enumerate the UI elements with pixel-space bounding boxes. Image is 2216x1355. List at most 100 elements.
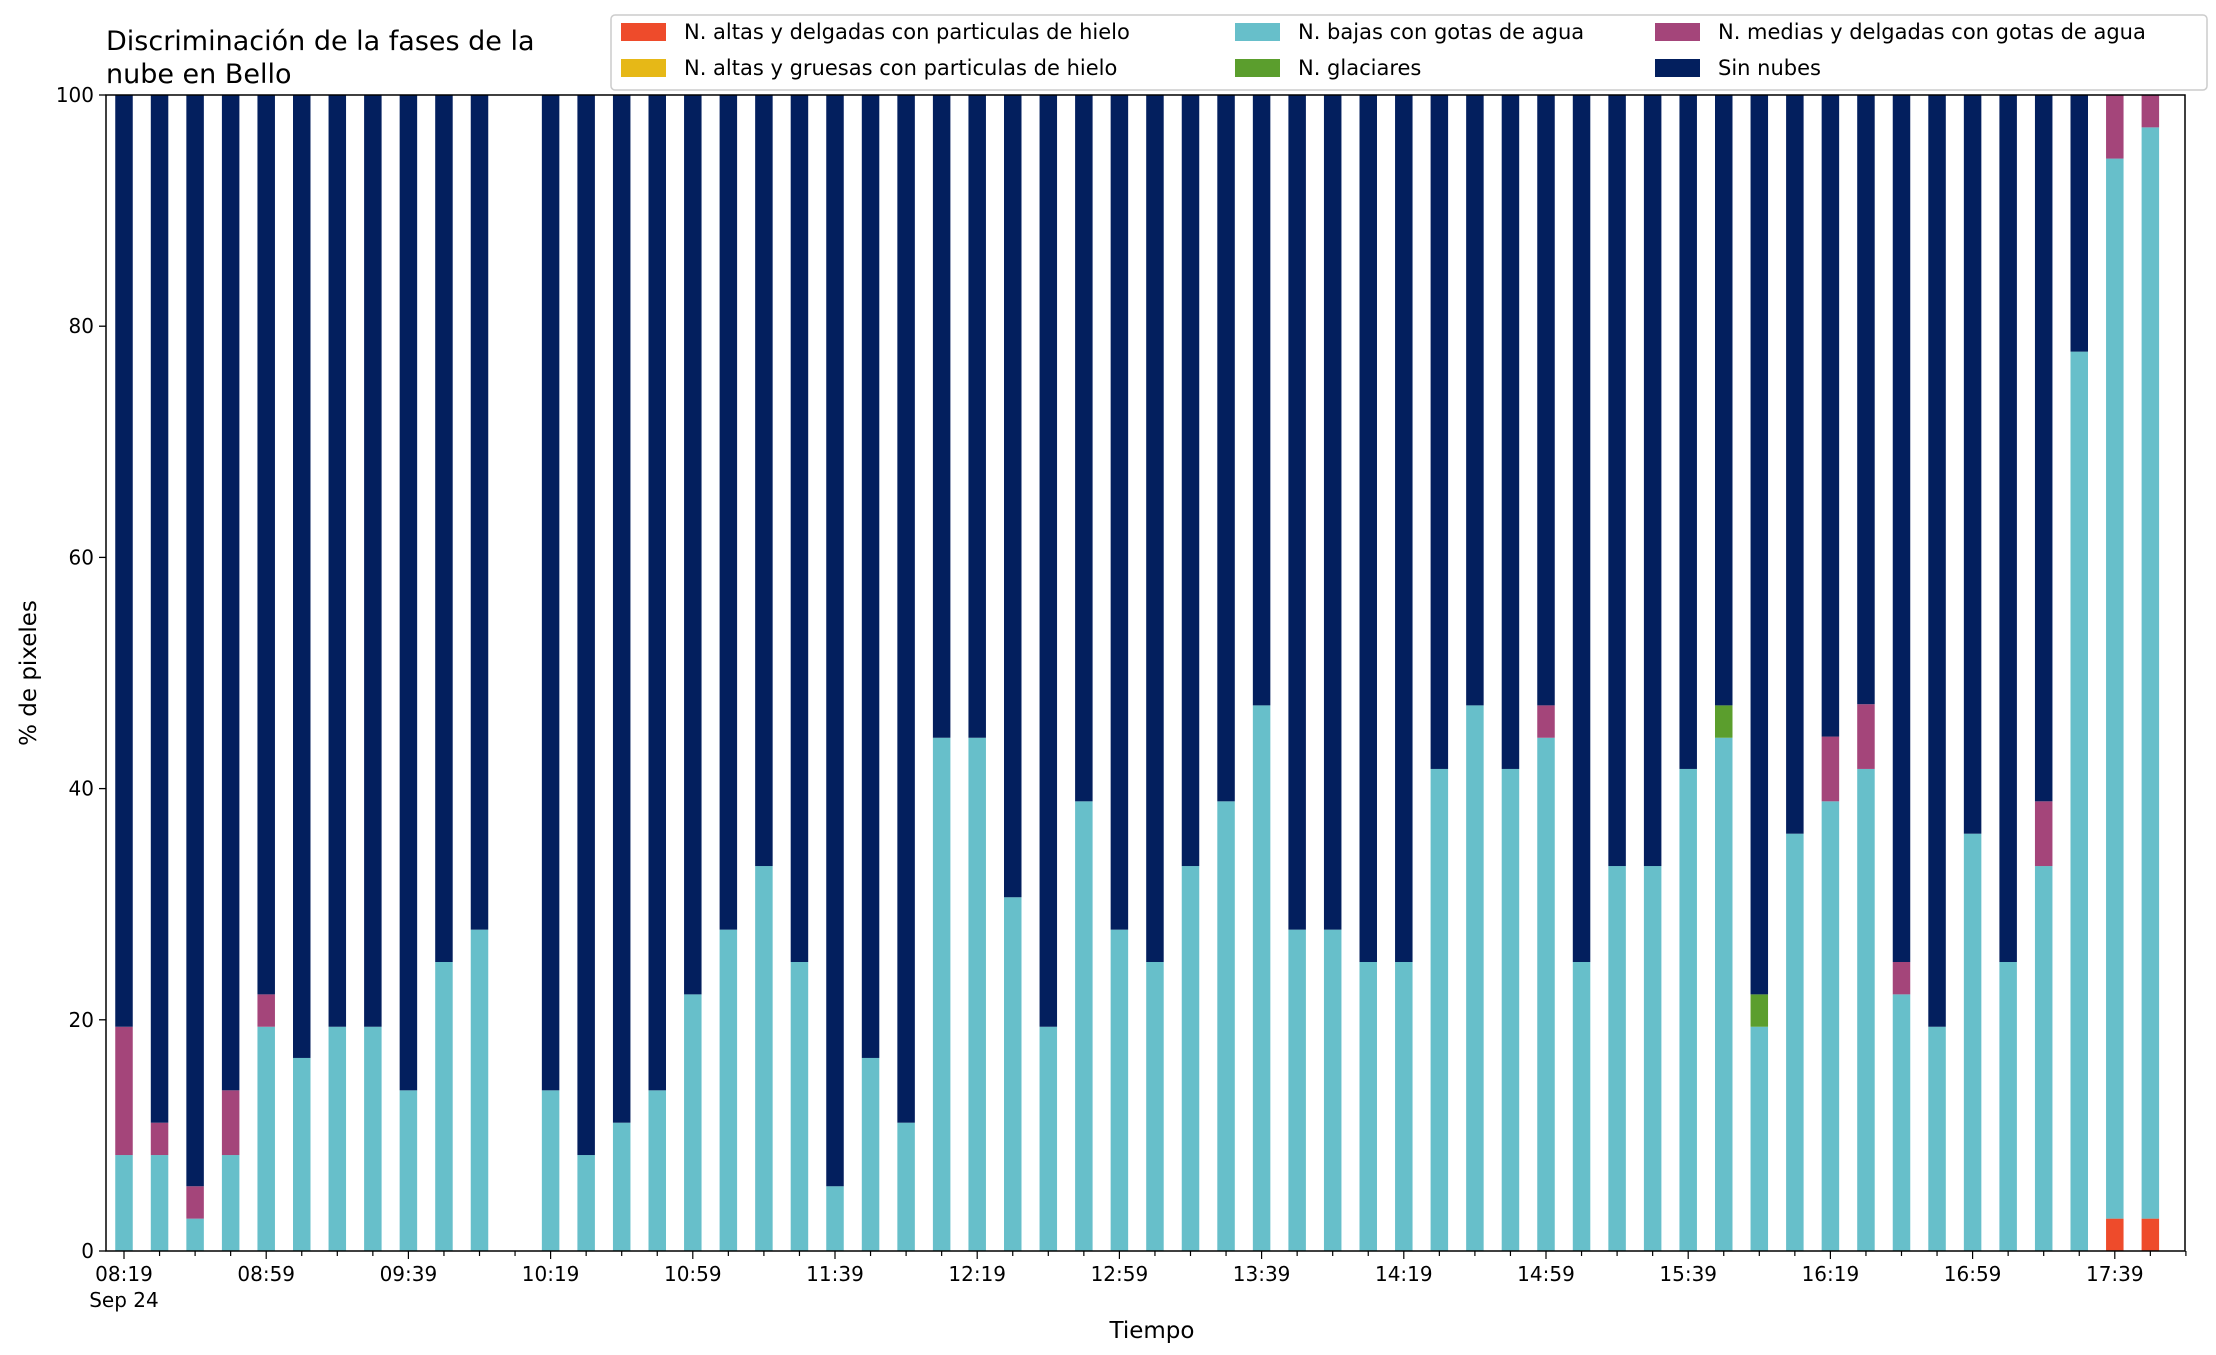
bar-segment-1239-s5 [1039,95,1058,1027]
bars-group [115,95,2160,1251]
bar-segment-0839-s5 [186,95,204,1187]
x-tick-label: 10:59 [664,1262,722,1286]
x-tick-label: 15:39 [1659,1262,1717,1286]
bar-segment-1149-s5 [861,95,880,1058]
bar-segment-1539-s2 [1679,768,1697,1251]
bar-segment-1259-s5 [1110,95,1129,930]
bar-segment-1109-s2 [719,929,738,1251]
bar-segment-0829-s2 [150,1155,169,1251]
legend-label: N. altas y delgadas con particulas de hi… [684,20,1130,44]
bar-segment-1349-s5 [1288,95,1306,930]
bar-segment-1619-s2 [1821,801,1840,1251]
x-tick-label: 12:19 [948,1262,1006,1286]
x-tick-label: 08:19 [95,1262,153,1286]
legend-frame [610,14,2208,91]
bar-segment-1029-s2 [577,1155,595,1251]
bar-segment-1709-s2 [1999,962,2017,1251]
bar-segment-1059-s2 [684,994,702,1251]
bar-segment-1229-s2 [1004,897,1022,1251]
y-axis-label: % de pixeles [16,600,42,746]
bar-segment-1359-s2 [1323,929,1342,1251]
bar-segment-0939-s2 [399,1090,418,1251]
bar-segment-1149-s2 [861,1057,880,1251]
bar-segment-1659-s2 [1963,833,1982,1251]
x-axis-label: Tiempo [1109,1318,1195,1344]
bar-segment-1129-s5 [790,95,809,962]
bar-segment-0909-s5 [293,95,311,1058]
bar-segment-0849-s2 [221,1155,240,1251]
bar-segment-1229-s5 [1004,95,1022,898]
bar-segment-1329-s5 [1217,95,1235,802]
x-tick-label: 12:59 [1091,1262,1149,1286]
bar-segment-1639-s5 [1892,95,1911,962]
bar-segment-0839-s4 [186,1186,204,1219]
x-tick-label: 11:39 [806,1262,864,1286]
bar-segment-1609-s5 [1786,95,1804,834]
bar-segment-0829-s4 [150,1122,169,1156]
bar-segment-1339-s2 [1252,705,1271,1251]
bar-segment-1549-s3 [1715,705,1733,738]
bar-segment-1409-s2 [1359,962,1377,1251]
bar-segment-1559-s5 [1750,95,1769,995]
bar-segment-1329-s2 [1217,801,1235,1251]
bar-segment-1509-s2 [1572,962,1591,1251]
bar-segment-1559-s3 [1750,994,1769,1027]
bar-segment-1209-s2 [932,737,951,1251]
x-tick-label: 08:59 [237,1262,295,1286]
y-tick-label: 100 [56,83,94,107]
bar-segment-0949-s2 [435,962,453,1251]
bar-segment-1159-s5 [897,95,915,1123]
bar-segment-1319-s2 [1181,866,1200,1251]
bar-segment-1049-s2 [648,1090,666,1251]
bar-segment-1309-s5 [1146,95,1164,962]
x-tick-label: 14:19 [1375,1262,1433,1286]
bar-segment-1739-s0 [2106,1218,2124,1251]
bar-segment-1429-s2 [1430,768,1449,1251]
bar-segment-0959-s5 [470,95,489,930]
bar-segment-1019-s5 [541,95,560,1091]
bar-segment-1359-s5 [1323,95,1342,930]
bar-segment-1449-s2 [1501,768,1520,1251]
bar-segment-1039-s5 [612,95,631,1123]
bar-segment-0819-s5 [115,95,133,1027]
bar-segment-1649-s2 [1928,1026,1946,1251]
bar-segment-1609-s2 [1786,833,1804,1251]
plot-frame [105,94,2186,1252]
chart-title-line-1: Discriminación de la fases de la [106,26,535,57]
bar-segment-1049-s5 [648,95,666,1091]
legend-swatch [621,59,666,77]
bar-segment-1209-s5 [932,95,951,738]
x-tick-label: 16:59 [1944,1262,2002,1286]
x-tick-label: 13:39 [1233,1262,1291,1286]
bar-segment-0849-s5 [221,95,240,1091]
x-tick-sublabel-date: Sep 24 [89,1288,159,1312]
bar-segment-1739-s2 [2106,158,2124,1219]
bar-segment-1239-s2 [1039,1026,1058,1251]
bar-segment-0909-s2 [293,1057,311,1251]
bar-segment-1619-s5 [1821,95,1840,737]
legend-label: N. altas y gruesas con particulas de hie… [684,56,1117,80]
bar-segment-1519-s2 [1608,866,1626,1251]
bar-segment-1439-s5 [1466,95,1484,706]
x-tick-label: 16:19 [1802,1262,1860,1286]
bar-segment-1029-s5 [577,95,595,1156]
bar-segment-1259-s2 [1110,929,1129,1251]
bar-segment-1629-s5 [1857,95,1875,705]
bar-segment-0959-s2 [470,929,489,1251]
bar-segment-1419-s5 [1395,95,1413,962]
bar-segment-0929-s2 [364,1026,382,1251]
bar-segment-1749-s0 [2141,1218,2160,1251]
legend-swatch [1655,59,1700,77]
bar-segment-1749-s4 [2141,95,2160,128]
bar-segment-1449-s5 [1501,95,1520,769]
legend: N. altas y delgadas con particulas de hi… [610,14,2208,91]
bar-segment-1419-s2 [1395,962,1413,1251]
bar-segment-0859-s2 [257,1026,275,1251]
bar-segment-0819-s2 [115,1155,133,1251]
x-tick-label: 09:39 [380,1262,438,1286]
bar-segment-1459-s4 [1537,705,1555,738]
legend-label: N. bajas con gotas de agua [1298,20,1584,44]
y-tick-label: 60 [69,545,94,569]
legend-label: Sin nubes [1718,56,1821,80]
